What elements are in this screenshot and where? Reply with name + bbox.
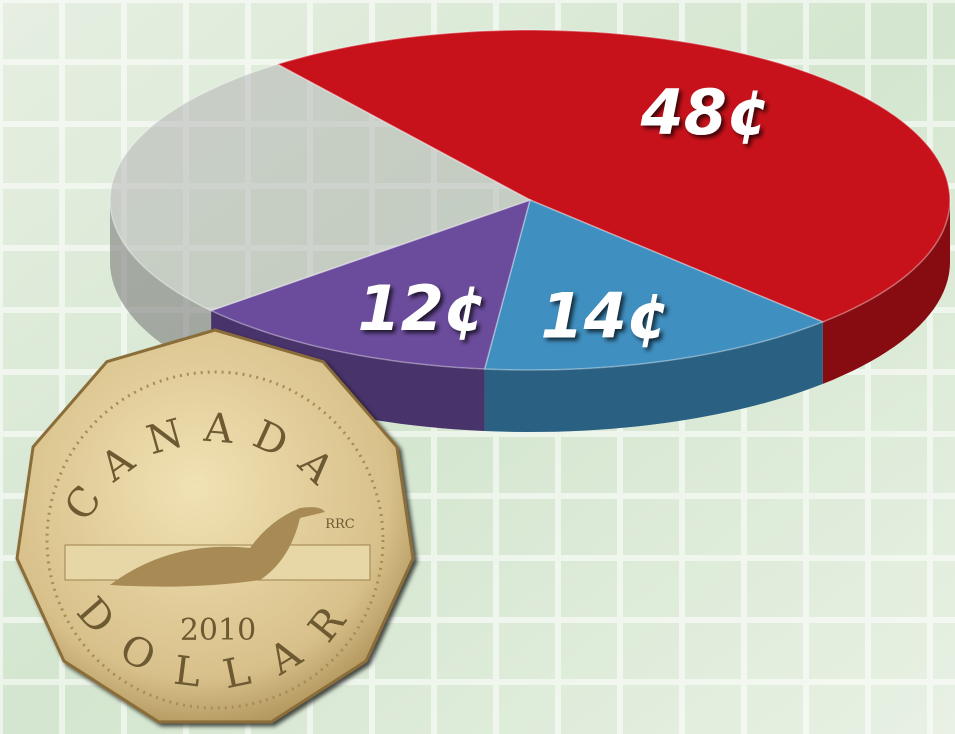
data-label: 48¢ — [640, 76, 770, 149]
pie-slice — [109, 63, 532, 312]
data-label: 12¢ — [358, 272, 487, 345]
coin-loon — [110, 507, 325, 587]
data-label: 14¢ — [540, 280, 669, 353]
pie-side — [211, 310, 485, 431]
coin: CANADA DOLLAR 2010 RRC — [15, 328, 415, 724]
pie-side — [484, 321, 823, 432]
coin-mint-mark: RRC — [325, 517, 355, 532]
pie-side-shade — [822, 200, 950, 384]
coin-body — [15, 328, 415, 724]
pie-slice — [483, 198, 825, 371]
pie-side — [822, 200, 950, 384]
pie-slice — [275, 29, 951, 323]
coin-beads — [45, 370, 385, 710]
pie-side-shade — [484, 321, 823, 432]
pie-side-shade — [110, 200, 212, 373]
pie-sides — [110, 200, 950, 432]
pie-slice — [209, 198, 532, 370]
pie-side-shade — [211, 310, 485, 431]
coin-year: 2010 — [180, 613, 256, 648]
pie: 48¢ 14¢ 12¢ — [109, 29, 951, 432]
pie-tops — [109, 29, 951, 371]
pie-side — [110, 200, 212, 373]
